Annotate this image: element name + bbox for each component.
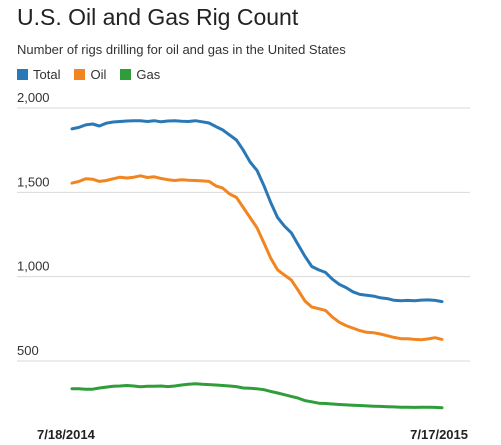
chart-legend: Total Oil Gas: [17, 67, 160, 82]
y-tick-label-500: 500: [17, 343, 39, 358]
series-line-total: [70, 119, 444, 304]
chart-title: U.S. Oil and Gas Rig Count: [17, 4, 299, 30]
gridlines: [17, 107, 470, 362]
legend-label-total: Total: [33, 67, 61, 82]
series-lines: [70, 119, 444, 410]
legend-item-gas: Gas: [120, 67, 160, 82]
series-line-gas: [70, 382, 444, 410]
legend-item-oil: Oil: [74, 67, 106, 82]
legend-label-gas: Gas: [136, 67, 161, 82]
y-tick-label-1000: 1,000: [17, 259, 50, 274]
legend-swatch-gas: [120, 69, 132, 80]
series-line-oil: [70, 174, 444, 342]
legend-label-oil: Oil: [90, 67, 107, 82]
legend-swatch-total: [17, 69, 28, 80]
x-start-label: 7/18/2014: [37, 427, 96, 442]
y-tick-labels: 500 1,000 1,500 2,000: [17, 90, 50, 358]
legend-item-total: Total: [17, 67, 60, 82]
y-tick-label-1500: 1,500: [17, 174, 50, 189]
x-end-label: 7/17/2015: [410, 427, 468, 442]
y-tick-label-2000: 2,000: [17, 90, 50, 105]
legend-swatch-oil: [74, 69, 86, 80]
chart-subtitle: Number of rigs drilling for oil and gas …: [17, 42, 346, 57]
